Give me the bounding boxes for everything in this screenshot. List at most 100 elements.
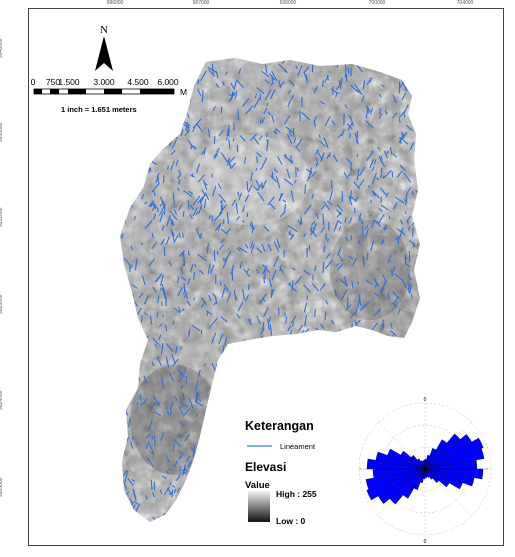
lineament-stroke bbox=[148, 258, 156, 267]
lineament-stroke bbox=[257, 191, 265, 202]
lineament-stroke bbox=[254, 405, 260, 417]
lineament-stroke bbox=[390, 336, 394, 344]
lineament-stroke bbox=[224, 336, 228, 346]
lineament-stroke bbox=[159, 200, 165, 207]
lineament-stroke bbox=[261, 117, 266, 124]
lineament-stroke bbox=[130, 245, 134, 251]
lineament-stroke bbox=[416, 495, 420, 506]
lineament-stroke bbox=[424, 77, 430, 84]
lineament-stroke bbox=[361, 372, 368, 380]
lineament-stroke bbox=[151, 204, 157, 211]
lineament-stroke bbox=[256, 156, 258, 163]
lineament-stroke bbox=[345, 449, 349, 454]
lineament-stroke bbox=[353, 497, 356, 503]
lineament-stroke bbox=[310, 220, 316, 226]
lineament-stroke bbox=[281, 393, 285, 404]
lineament-stroke bbox=[161, 58, 166, 62]
lineament-stroke bbox=[405, 215, 411, 223]
lineament-stroke bbox=[356, 153, 359, 158]
lineament-stroke bbox=[227, 58, 231, 60]
lineament-stroke bbox=[292, 267, 296, 271]
lineament-stroke bbox=[335, 333, 341, 343]
lineament-stroke bbox=[248, 318, 252, 322]
lineament-stroke bbox=[245, 58, 250, 60]
lineament-stroke bbox=[329, 190, 334, 201]
lineament-stroke bbox=[238, 192, 243, 200]
lineament-stroke bbox=[410, 362, 417, 370]
lineament-stroke bbox=[392, 265, 396, 272]
lineament-stroke bbox=[281, 475, 285, 483]
lineament-stroke bbox=[380, 204, 389, 211]
lineament-stroke bbox=[223, 520, 228, 522]
lineament-stroke bbox=[123, 358, 126, 369]
lineament-stroke bbox=[284, 204, 287, 212]
lineament-stroke bbox=[171, 489, 174, 498]
lineament-stroke bbox=[366, 252, 369, 261]
lineament-stroke bbox=[139, 401, 143, 406]
lineament-stroke bbox=[166, 140, 168, 145]
lineament-stroke bbox=[227, 474, 233, 479]
lineament-stroke bbox=[283, 178, 294, 186]
lineament-stroke bbox=[366, 77, 373, 85]
lineament-stroke bbox=[256, 340, 263, 350]
lineament-stroke bbox=[268, 349, 275, 358]
lineament-stroke bbox=[176, 474, 181, 481]
lineament-stroke bbox=[240, 521, 244, 522]
lineament-stroke bbox=[347, 122, 353, 132]
lineament-stroke bbox=[178, 307, 182, 313]
lineament-stroke bbox=[330, 467, 336, 478]
lineament-stroke bbox=[170, 161, 175, 171]
lineament-stroke bbox=[324, 457, 327, 461]
lineament-stroke bbox=[273, 168, 279, 173]
lineament-stroke bbox=[237, 109, 239, 120]
lineament-stroke bbox=[409, 142, 415, 151]
coord-top-1: 686000 bbox=[106, 0, 124, 6]
lineament-stroke bbox=[244, 396, 253, 407]
lineament-stroke bbox=[231, 162, 236, 169]
lineament-stroke bbox=[250, 244, 255, 254]
lineament-stroke bbox=[283, 312, 286, 316]
lineament-stroke bbox=[254, 407, 259, 414]
lineament-stroke bbox=[362, 255, 365, 267]
lineament-stroke bbox=[264, 525, 269, 528]
lineament-stroke bbox=[421, 327, 423, 338]
lineament-stroke bbox=[174, 307, 181, 313]
lineament-stroke bbox=[303, 233, 306, 238]
lineament-stroke bbox=[187, 199, 190, 210]
lineament-stroke bbox=[262, 265, 268, 275]
lineament-stroke bbox=[244, 364, 254, 373]
lineament-stroke bbox=[304, 314, 308, 327]
lineament-stroke bbox=[226, 211, 230, 224]
lineament-stroke bbox=[120, 60, 124, 64]
lineament-stroke bbox=[197, 88, 202, 96]
lineament-stroke bbox=[393, 388, 400, 394]
lineament-stroke bbox=[384, 416, 387, 428]
lineament-stroke bbox=[273, 500, 276, 511]
lineament-stroke bbox=[187, 250, 190, 256]
lineament-stroke bbox=[422, 415, 423, 422]
lineament-stroke bbox=[256, 247, 263, 254]
lineament-stroke bbox=[335, 208, 342, 216]
lineament-stroke bbox=[161, 288, 166, 299]
lineament-stroke bbox=[402, 58, 407, 61]
lineament-stroke bbox=[382, 521, 389, 522]
lineament-stroke bbox=[182, 408, 190, 417]
lineament-stroke bbox=[258, 135, 263, 141]
scale-tick-6000: 6.000 bbox=[157, 77, 179, 87]
lineament-stroke bbox=[127, 68, 130, 73]
lineament-stroke bbox=[201, 90, 204, 102]
lineament-stroke bbox=[181, 276, 187, 282]
lineament-stroke bbox=[159, 211, 164, 223]
lineament-stroke bbox=[179, 420, 184, 427]
lineament-stroke bbox=[181, 308, 185, 312]
lineament-stroke bbox=[221, 459, 230, 469]
lineament-stroke bbox=[157, 139, 165, 146]
lineament-stroke bbox=[165, 129, 172, 139]
lineament-stroke bbox=[342, 414, 352, 422]
lineament-stroke bbox=[337, 133, 342, 139]
lineament-stroke bbox=[185, 295, 188, 300]
lineament-stroke bbox=[152, 516, 156, 521]
lineament-stroke bbox=[153, 190, 156, 197]
lineament-stroke bbox=[191, 144, 198, 149]
